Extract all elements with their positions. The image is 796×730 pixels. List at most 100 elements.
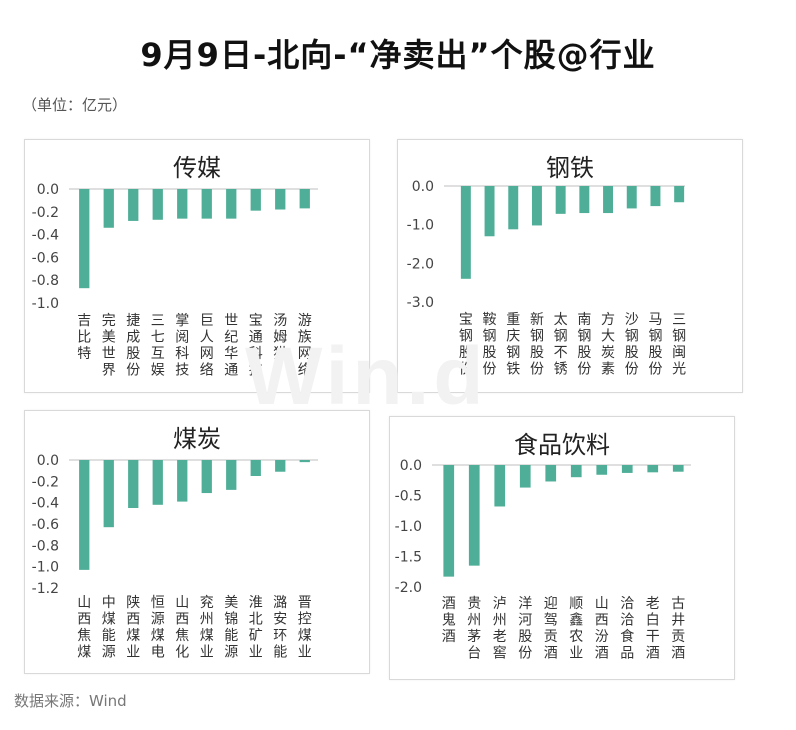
bar: [79, 189, 90, 289]
bar: [672, 465, 684, 472]
bar: [570, 465, 582, 478]
x-category-label: 贵州茅台: [467, 596, 481, 662]
bar: [650, 186, 661, 207]
bar: [494, 465, 506, 507]
x-category-label: 鞍钢股份: [483, 312, 497, 378]
x-category-label: 南钢股份: [577, 312, 591, 378]
bar: [79, 460, 90, 570]
bar: [275, 460, 286, 472]
bar: [177, 460, 188, 502]
y-tick-label: -0.6: [32, 250, 59, 266]
chart-media: 传媒 0.0 -0.2 -0.4 -0.6 -0.8 -1.0 吉比特完美世界捷成股份三七互娱…: [32, 154, 318, 379]
y-tick-label: 0.0: [412, 179, 434, 195]
bar: [545, 465, 557, 482]
bar: [647, 465, 659, 473]
chart-title: 食品饮料: [514, 431, 610, 459]
bar: [250, 460, 261, 476]
bar: [531, 186, 542, 226]
x-category-label: 完美世界: [102, 313, 116, 379]
x-category-label: 洋河股份: [518, 596, 532, 662]
x-category-label: 淮北矿业: [249, 595, 263, 661]
x-category-label: 陕西煤业: [126, 595, 140, 661]
bar: [201, 460, 212, 494]
x-category-label: 中煤能源: [102, 595, 116, 661]
x-category-label: 宝通科技: [249, 313, 263, 379]
x-category-label: 沙钢股份: [625, 312, 639, 378]
x-category-label: 重庆钢铁: [506, 312, 520, 378]
y-tick-label: 0.0: [400, 458, 422, 474]
bar: [152, 460, 163, 505]
bar: [299, 189, 310, 209]
x-category-label: 顺鑫农业: [569, 596, 583, 662]
x-category-label: 三七互娱: [151, 313, 165, 379]
bar: [626, 186, 637, 209]
y-tick-label: 0.0: [37, 182, 59, 198]
bar: [674, 186, 685, 203]
chart-panel-food-beverage: 食品饮料 0.0 -0.5 -1.0 -1.5 -2.0 酒鬼酒 贵州茅台 泸州老窖 洋河股份 迎驾…: [389, 416, 735, 680]
y-tick-label: -0.8: [32, 538, 59, 554]
x-category-label: 泸州老窖: [493, 596, 507, 662]
y-tick-label: -0.6: [32, 517, 59, 533]
chart-panel-coal: 煤炭 0.0 -0.2 -0.4 -0.6 -0.8 -1.0 -1.2 山西焦煤 中煤能源 陕西煤…: [24, 410, 370, 674]
x-category-label: 三钢闽光: [672, 312, 686, 378]
x-category-label: 潞安环能: [273, 595, 287, 661]
bar: [103, 460, 114, 528]
x-category-label: 吉比特: [77, 313, 91, 362]
bar: [484, 186, 495, 237]
bar: [460, 186, 471, 279]
bar: [621, 465, 633, 473]
chart-title: 煤炭: [173, 425, 221, 453]
x-category-label: 迎驾贡酒: [544, 596, 558, 662]
x-category-label: 恒源煤电: [151, 595, 165, 661]
x-category-label: 方大炭素: [601, 312, 615, 378]
chart-steel: 钢铁 0.0 -1.0 -2.0 -3.0 宝钢股份鞍钢股份重庆钢铁新钢股份太钢不锈南钢股…: [407, 154, 686, 378]
bar: [201, 189, 212, 219]
y-tick-label: -1.0: [395, 519, 422, 535]
x-category-label: 酒鬼酒: [442, 596, 456, 645]
x-category-label: 汤姆猫: [273, 313, 287, 362]
chart-coal: 煤炭 0.0 -0.2 -0.4 -0.6 -0.8 -1.0 -1.2 山西焦煤中煤能源陕西煤…: [32, 425, 318, 661]
y-tick-label: -1.0: [32, 296, 59, 312]
bar: [177, 189, 188, 219]
x-category-label: 马钢股份: [648, 312, 662, 378]
x-category-label: 游族网络: [298, 313, 312, 379]
bar: [579, 186, 590, 214]
page-title: 9月9日-北向-“净卖出”个股@行业: [140, 36, 656, 74]
x-category-label: 掌阅科技: [175, 313, 189, 379]
x-category-label: 宝钢股份: [459, 312, 473, 378]
y-tick-label: -0.2: [32, 205, 59, 221]
y-tick-label: -0.5: [395, 489, 422, 505]
bar: [103, 189, 114, 228]
x-category-label: 美锦能源: [224, 595, 238, 661]
x-category-label: 山西焦化: [175, 595, 189, 661]
x-category-label: 老白干酒: [646, 596, 660, 662]
bar: [299, 460, 310, 463]
bar: [603, 186, 614, 214]
y-tick-label: -1.5: [395, 550, 422, 566]
bar: [152, 189, 163, 220]
bar: [596, 465, 608, 475]
x-category-label: 兖州煤业: [200, 595, 214, 661]
x-category-label: 晋控煤业: [298, 595, 312, 661]
y-tick-label: -0.8: [32, 273, 59, 289]
y-tick-label: -2.0: [407, 256, 434, 272]
y-tick-label: -3.0: [407, 295, 434, 311]
bar: [519, 465, 531, 488]
bar: [226, 460, 237, 490]
bar: [508, 186, 519, 230]
x-category-label: 古井贡酒: [671, 596, 685, 662]
x-category-label: 世纪华通: [224, 313, 238, 379]
x-category-label: 洽洽食品: [620, 596, 634, 662]
unit-label: （单位：亿元）: [22, 96, 128, 114]
x-category-label: 新钢股份: [530, 312, 544, 378]
chart-title: 传媒: [173, 154, 221, 182]
y-tick-label: -1.2: [32, 581, 59, 597]
chart-food-beverage: 食品饮料 0.0 -0.5 -1.0 -1.5 -2.0 酒鬼酒贵州茅台泸州老窖洋河股份迎驾…: [395, 431, 691, 662]
y-tick-label: -0.2: [32, 474, 59, 490]
y-tick-label: -1.0: [407, 218, 434, 234]
chart-panel-media: 传媒 0.0 -0.2 -0.4 -0.6 -0.8 -1.0 吉比特 完美世界 捷成股份 三七互娱…: [24, 139, 370, 393]
y-tick-label: -1.0: [32, 560, 59, 576]
bar: [250, 189, 261, 211]
bar: [468, 465, 480, 566]
bar: [275, 189, 286, 210]
